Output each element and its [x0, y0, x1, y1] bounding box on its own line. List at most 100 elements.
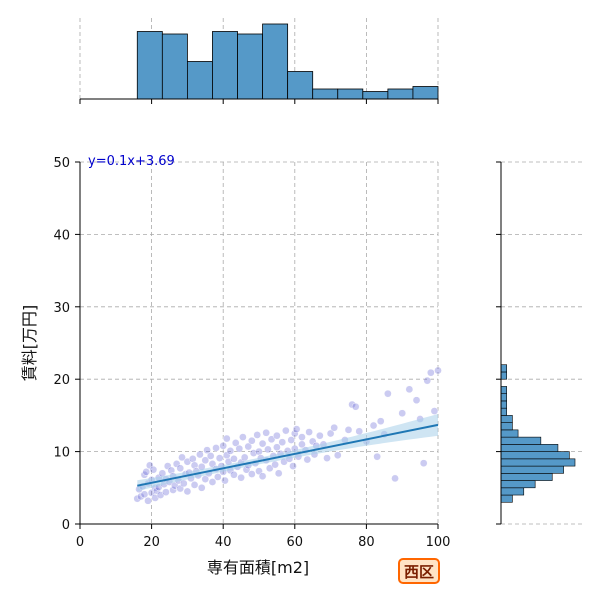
scatter-point [235, 444, 244, 453]
x-tick-label: 100 [426, 535, 451, 550]
scatter-point [244, 442, 253, 451]
scatter-point [305, 428, 313, 436]
x-hist-bar [287, 71, 314, 100]
x-hist-bar [212, 31, 238, 100]
scatter-point [231, 439, 240, 447]
scatter-point [348, 400, 356, 409]
x-hist-bar [186, 61, 213, 100]
scatter-point [326, 429, 335, 438]
scatter-point [355, 427, 364, 436]
scatter-point [196, 450, 204, 459]
x-tick-label: 60 [287, 535, 304, 550]
scatter-point [167, 466, 176, 475]
scatter-point [274, 469, 283, 478]
scatter-point [298, 433, 306, 441]
scatter-point [162, 488, 170, 496]
scatter-point [240, 453, 249, 462]
scatter-point [373, 452, 381, 461]
scatter-point [201, 456, 210, 465]
scatter-point [330, 423, 339, 432]
scatter-point [258, 472, 267, 481]
scatter-point [369, 421, 378, 430]
y-tick-label: 20 [53, 373, 70, 388]
scatter-point [273, 431, 281, 440]
y-tick-label: 50 [53, 156, 70, 171]
scatter-point [247, 436, 256, 445]
y-tick-label: 40 [53, 228, 70, 243]
scatter-point [206, 452, 215, 460]
y-hist-bar [500, 407, 507, 416]
scatter-point [426, 368, 435, 377]
scatter-point [226, 447, 235, 455]
y-hist-bar [500, 487, 525, 496]
scatter-point [253, 431, 262, 439]
scatter-point [179, 479, 188, 488]
scatter-point [188, 454, 197, 463]
x-hist-bar [237, 33, 263, 100]
scatter-point [303, 455, 312, 464]
x-marginal-histogram [79, 18, 439, 104]
scatter-point [405, 385, 414, 394]
scatter-point [239, 433, 247, 441]
y-hist-bar [500, 422, 513, 431]
scatter-point [230, 470, 238, 479]
y-marginal-histogram [496, 161, 585, 525]
scatter-point [183, 487, 192, 496]
x-tick-label: 40 [215, 535, 232, 550]
x-tick-label: 20 [143, 535, 160, 550]
scatter-point [222, 434, 231, 443]
scatter-point [384, 389, 392, 398]
scatter-point [323, 454, 331, 462]
y-hist-bar [500, 436, 542, 445]
region-badge: 西区 [398, 558, 440, 584]
scatter-point [142, 468, 151, 476]
scatter-point [298, 440, 306, 449]
scatter-point [398, 409, 407, 418]
scatter-point [351, 402, 360, 411]
x-hist-bar [337, 88, 364, 100]
scatter-point [208, 478, 217, 486]
x-axis-label: 専有面積[m2] [207, 558, 309, 577]
scatter-point [140, 490, 149, 499]
scatter-point [412, 396, 421, 405]
y-axis-label: 賃料[万円] [20, 305, 39, 382]
scatter-point [265, 464, 274, 473]
scatter-point [247, 470, 256, 478]
scatter-point [316, 431, 324, 440]
scatter-point [137, 492, 145, 501]
x-hist-bar [387, 88, 414, 100]
scatter-point [212, 444, 220, 452]
y-hist-bar [500, 386, 507, 394]
y-hist-bar [500, 465, 564, 474]
scatter-point [262, 428, 271, 437]
y-hist-bar [500, 473, 553, 481]
scatter-point [273, 443, 281, 452]
y-hist-bar [500, 451, 570, 460]
scatter-point [282, 426, 290, 435]
scatter-point [197, 483, 206, 492]
scatter-point [292, 425, 301, 434]
y-hist-bar [500, 444, 559, 452]
y-hist-bar [500, 371, 507, 380]
scatter-point [430, 407, 439, 415]
y-hist-bar [500, 400, 507, 409]
scatter-point [176, 464, 185, 473]
scatter-point [219, 441, 228, 450]
scatter-point [258, 439, 267, 448]
y-hist-bar [500, 458, 576, 467]
scatter-point [213, 473, 222, 481]
scatter-point [289, 462, 297, 470]
scatter-point [391, 474, 399, 483]
y-hist-bar [500, 494, 513, 503]
y-hist-bar [500, 429, 519, 438]
scatter-point [287, 436, 296, 444]
confidence-band [137, 414, 439, 492]
x-hist-bar [262, 23, 289, 100]
x-hist-bar [412, 86, 439, 100]
regression-layer [137, 414, 439, 492]
scatter-point [344, 426, 353, 434]
x-tick-label: 0 [76, 535, 84, 550]
x-hist-bar [362, 91, 389, 100]
scatter-point [333, 451, 342, 460]
